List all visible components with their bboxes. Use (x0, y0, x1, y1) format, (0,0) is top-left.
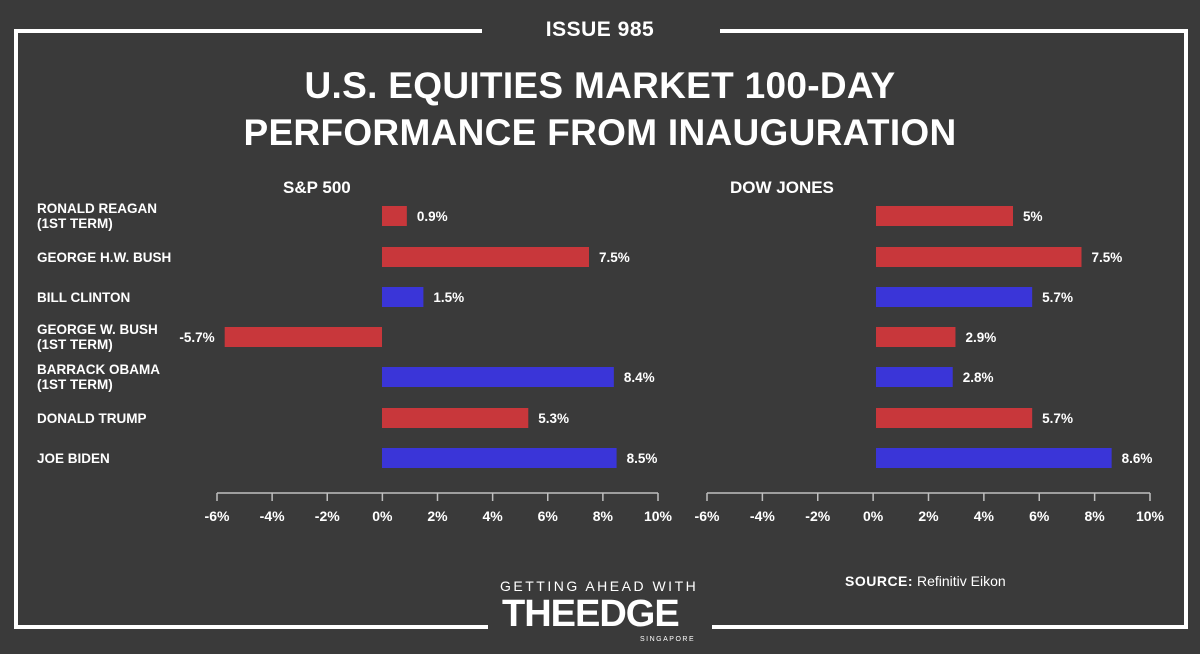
x-tick-label: -2% (805, 508, 830, 524)
x-tick-label: 8% (593, 508, 614, 524)
x-tick-label: -4% (750, 508, 775, 524)
bar (382, 287, 424, 307)
bar (876, 287, 1033, 307)
data-label: 5% (1023, 209, 1043, 224)
data-label: 0.9% (417, 209, 448, 224)
row-label: JOE BIDEN (37, 450, 110, 466)
bar (382, 206, 407, 226)
data-label: 5.3% (538, 411, 569, 426)
frame-left (14, 29, 18, 629)
frame-bottom-right (712, 625, 1188, 629)
bar (382, 448, 617, 468)
row-label: DONALD TRUMP (37, 410, 147, 426)
bar (224, 327, 382, 347)
row-label: RONALD REAGAN (1ST TERM) (37, 201, 157, 231)
bar (382, 408, 529, 428)
frame-bottom-left (14, 625, 488, 629)
data-label: 5.7% (1042, 290, 1073, 305)
data-label: 8.4% (624, 370, 655, 385)
bar (876, 247, 1082, 267)
x-tick-label: -4% (260, 508, 285, 524)
bar (876, 206, 1013, 226)
bar (876, 408, 1033, 428)
x-tick-label: 6% (538, 508, 559, 524)
x-tick-label: 2% (427, 508, 448, 524)
page-title: U.S. EQUITIES MARKET 100-DAY PERFORMANCE… (0, 62, 1200, 156)
data-label: 1.5% (433, 290, 464, 305)
x-tick-label: 4% (974, 508, 995, 524)
row-label: BILL CLINTON (37, 289, 131, 305)
x-tick-label: 4% (483, 508, 504, 524)
data-label: 2.8% (963, 370, 994, 385)
data-label: 7.5% (1092, 250, 1123, 265)
the-edge-logo: THEEDGE (502, 593, 680, 635)
bar (876, 327, 956, 347)
x-tick-label: -6% (205, 508, 230, 524)
frame-right (1184, 29, 1188, 629)
bar (876, 448, 1112, 468)
x-tick-label: 6% (1029, 508, 1050, 524)
row-label: GEORGE W. BUSH (1ST TERM) (37, 322, 158, 352)
data-label: -5.7% (179, 330, 214, 345)
title-line-2: PERFORMANCE FROM INAUGURATION (243, 112, 957, 153)
sp500-heading: S&P 500 (283, 178, 351, 197)
x-tick-label: 10% (644, 508, 673, 524)
dow-jones-heading: DOW JONES (730, 178, 834, 197)
title-line-1: U.S. EQUITIES MARKET 100-DAY (304, 65, 896, 106)
frame-top-right (720, 29, 1188, 33)
x-tick-label: 8% (1085, 508, 1106, 524)
source-text: Refinitiv Eikon (916, 573, 1006, 589)
source-label: SOURCE: (845, 573, 914, 589)
bar (876, 367, 953, 387)
data-label: 5.7% (1042, 411, 1073, 426)
bar (382, 367, 614, 387)
issue-number: ISSUE 985 (545, 18, 655, 41)
frame-top-left (14, 29, 482, 33)
x-tick-label: -6% (695, 508, 720, 524)
bar (382, 247, 589, 267)
logo-subtitle: SINGAPORE (640, 636, 696, 643)
row-label: GEORGE H.W. BUSH (37, 249, 172, 265)
x-tick-label: 0% (372, 508, 393, 524)
source-note: SOURCE: Refinitiv Eikon (845, 573, 1006, 589)
x-tick-label: 0% (863, 508, 884, 524)
data-label: 8.6% (1122, 451, 1153, 466)
data-label: 2.9% (965, 330, 996, 345)
x-tick-label: 10% (1136, 508, 1165, 524)
x-tick-label: 2% (918, 508, 939, 524)
footer-tagline: GETTING AHEAD WITH (500, 578, 699, 594)
data-label: 8.5% (627, 451, 658, 466)
data-label: 7.5% (599, 250, 630, 265)
row-label: BARRACK OBAMA (1ST TERM) (37, 362, 160, 392)
x-tick-label: -2% (315, 508, 340, 524)
